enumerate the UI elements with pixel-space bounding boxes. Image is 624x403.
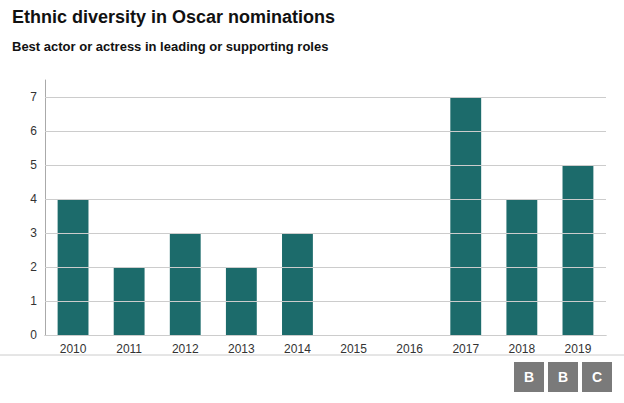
svg-text:Ethnic diversity in Oscar nomi: Ethnic diversity in Oscar nominations <box>12 7 335 27</box>
svg-text:2013: 2013 <box>228 342 255 356</box>
svg-text:4: 4 <box>30 192 37 206</box>
svg-text:5: 5 <box>30 158 37 172</box>
svg-text:B: B <box>558 369 568 385</box>
svg-text:2016: 2016 <box>396 342 423 356</box>
svg-text:1: 1 <box>30 294 37 308</box>
svg-text:2010: 2010 <box>60 342 87 356</box>
svg-text:0: 0 <box>30 328 37 342</box>
svg-text:2015: 2015 <box>340 342 367 356</box>
svg-text:2012: 2012 <box>172 342 199 356</box>
svg-text:6: 6 <box>30 124 37 138</box>
svg-text:Best actor or actress in leadi: Best actor or actress in leading or supp… <box>12 39 328 54</box>
svg-text:2017: 2017 <box>452 342 479 356</box>
svg-text:2: 2 <box>30 260 37 274</box>
svg-text:B: B <box>524 369 534 385</box>
svg-text:2019: 2019 <box>565 342 592 356</box>
svg-text:2014: 2014 <box>284 342 311 356</box>
svg-text:C: C <box>592 369 602 385</box>
svg-text:2011: 2011 <box>116 342 142 356</box>
svg-text:3: 3 <box>30 226 37 240</box>
svg-text:2018: 2018 <box>508 342 535 356</box>
svg-text:7: 7 <box>30 90 37 104</box>
